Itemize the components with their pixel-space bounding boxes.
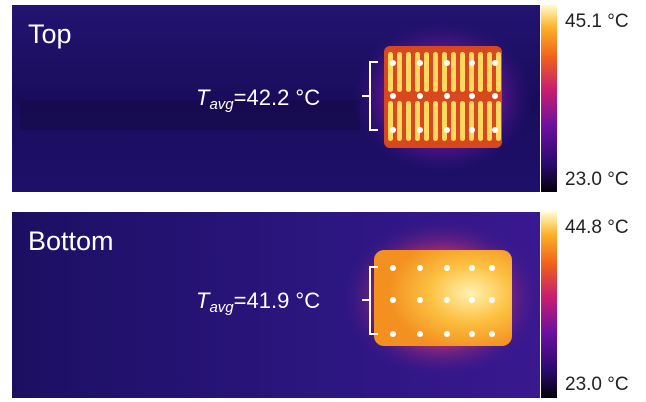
- scale-max: 44.8 °C: [565, 217, 629, 238]
- figure: Top Tavg=42.2 °C 45.1 °C 23.0 °C Bottom …: [0, 0, 646, 402]
- tavg-subscript: avg: [209, 299, 234, 316]
- tavg-value: =42.2 °C: [234, 85, 321, 110]
- tavg-value: =41.9 °C: [234, 288, 321, 313]
- colorbar: [541, 5, 557, 192]
- scale-min: 23.0 °C: [565, 374, 629, 395]
- colorbar: [541, 212, 557, 398]
- tavg-subscript: avg: [209, 96, 234, 113]
- scale-min: 23.0 °C: [565, 169, 629, 190]
- scale-max: 45.1 °C: [565, 11, 629, 32]
- heater-pattern: [384, 46, 502, 148]
- panel-label: Top: [28, 19, 72, 49]
- bottom-panel: Bottom Tavg=41.9 °C 44.8 °C 23.0 °C: [12, 212, 629, 398]
- top-panel: Top Tavg=42.2 °C 45.1 °C 23.0 °C: [12, 5, 629, 192]
- panel-label: Bottom: [28, 226, 114, 256]
